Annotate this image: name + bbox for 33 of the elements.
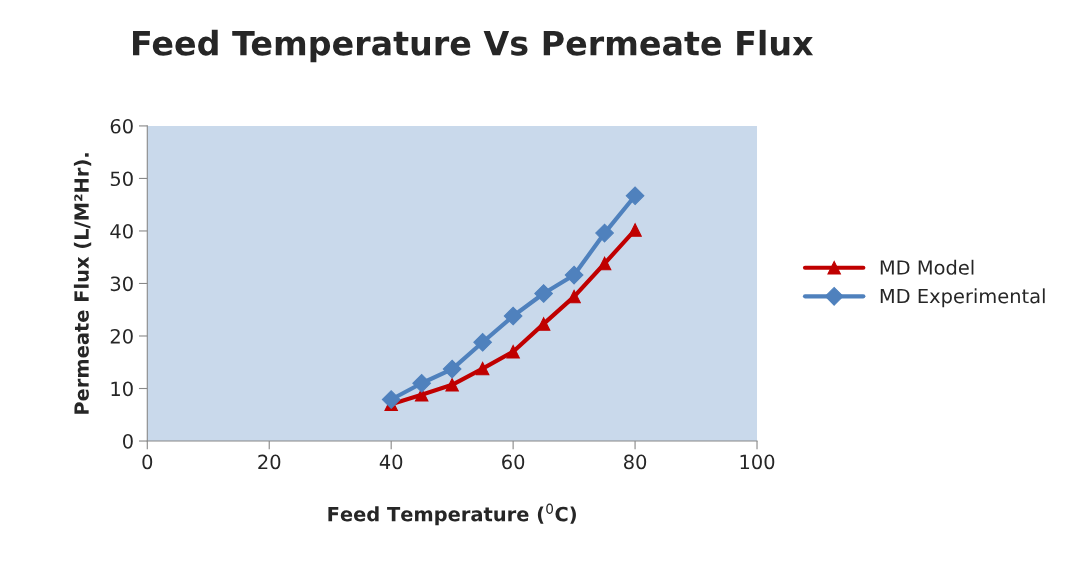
chart-title: Feed Temperature Vs Permeate Flux (133, 29, 814, 63)
x-tick-label: 60 (502, 454, 525, 470)
point (445, 378, 459, 392)
legend-label: MD Experimental (880, 288, 1045, 308)
point (628, 223, 642, 237)
point (564, 265, 584, 285)
x-axis-title: Feed Temperature ($^{0}$C) (328, 503, 576, 526)
point (595, 223, 614, 243)
point (506, 344, 520, 359)
x-tick-label: 40 (379, 454, 403, 470)
x-tick-label: 20 (258, 454, 281, 470)
y-tick-label: 30 (110, 276, 133, 292)
y-tick-label: 50 (110, 171, 133, 187)
point (503, 306, 523, 326)
point (475, 361, 490, 376)
y-tick-label: 10 (111, 381, 133, 397)
legend-label: MD Model (880, 259, 974, 275)
point (625, 186, 645, 206)
y-tick-label: 0 (123, 433, 133, 449)
x-tick-label: 100 (740, 454, 775, 470)
point (442, 359, 462, 379)
point (381, 390, 401, 409)
point (534, 284, 553, 303)
y-tick-label: 40 (110, 223, 133, 239)
point (473, 332, 492, 352)
x-tick-label: 0 (142, 454, 153, 470)
point (567, 289, 581, 304)
point (597, 256, 612, 271)
point (412, 373, 432, 393)
y-tick-label: 20 (110, 328, 133, 344)
y-tick-label: 60 (110, 118, 133, 134)
x-tick-label: 80 (624, 454, 647, 470)
y-axis-title: Permeate Flux (L/M²Hr). (73, 153, 92, 414)
